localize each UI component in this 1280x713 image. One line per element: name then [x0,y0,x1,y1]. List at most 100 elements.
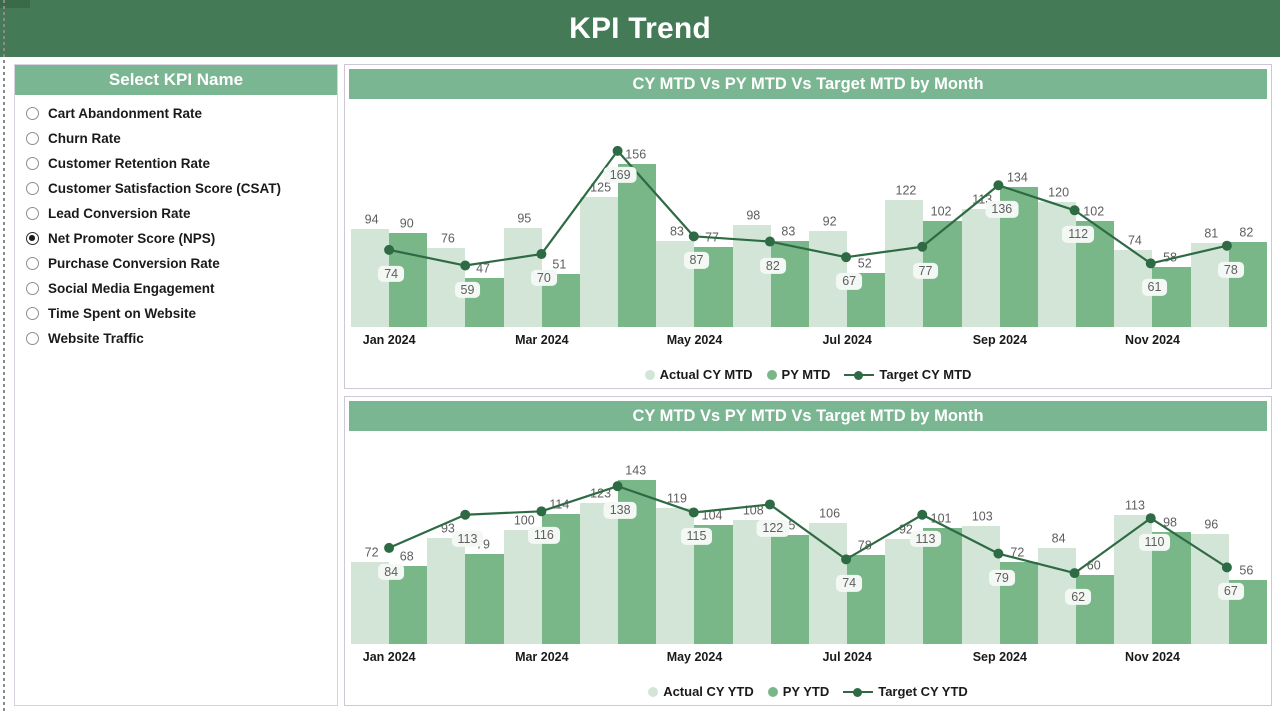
bar-label-actual: 72 [364,545,379,560]
bar-previous-year[interactable] [1076,575,1115,644]
legend-item[interactable]: PY YTD [767,684,829,699]
x-axis-tick-label: Jan 2024 [362,650,416,664]
chart-legend-ytd[interactable]: Actual CY YTD PY YTD Target CY YTD [345,684,1271,699]
target-label: 84 [378,563,405,581]
kpi-radio-item[interactable]: Website Traffic [15,326,337,351]
bar-actual[interactable] [1190,242,1229,327]
month-column[interactable] [732,431,809,644]
bar-previous-year[interactable] [770,240,809,327]
x-axis-tick-label: Jan 2024 [362,333,416,347]
kpi-radio-item[interactable]: Customer Satisfaction Score (CSAT) [15,176,337,201]
month-column[interactable] [656,99,733,327]
month-column[interactable] [580,431,657,644]
month-column[interactable] [351,431,428,644]
target-label: 113 [909,530,942,547]
kpi-radio-label: Social Media Engagement [48,281,215,296]
bar-previous-year[interactable] [1228,241,1267,327]
kpi-radio-item[interactable]: Purchase Conversion Rate [15,251,337,276]
kpi-radio-label: Lead Conversion Rate [48,206,191,221]
radio-unselected-icon[interactable] [26,257,39,270]
bar-actual[interactable] [732,224,771,327]
month-column[interactable] [809,99,886,327]
radio-unselected-icon[interactable] [26,157,39,170]
target-label: 115 [680,528,713,545]
kpi-radio-label: Net Promoter Score (NPS) [48,231,216,246]
bar-label-actual: 113 [1124,498,1145,513]
bar-previous-year[interactable] [1152,266,1191,327]
bar-label-actual: 120 [1048,185,1070,200]
x-axis-tick-label: Nov 2024 [1125,333,1180,347]
bar-previous-year[interactable] [847,554,886,644]
month-column[interactable] [1190,99,1267,327]
kpi-radio-item[interactable]: Time Spent on Website [15,301,337,326]
bar-previous-year[interactable] [465,553,504,644]
target-label: 67 [1217,583,1244,600]
radio-unselected-icon[interactable] [26,182,39,195]
x-axis-tick-label: Jul 2024 [822,333,872,347]
bar-label-actual: 95 [517,211,532,226]
bar-label-actual: 125 [590,180,612,195]
legend-item[interactable]: Target CY MTD [844,367,971,382]
target-label: 112 [1062,226,1095,243]
radio-unselected-icon[interactable] [26,332,39,345]
chart-title-mtd: CY MTD Vs PY MTD Vs Target MTD by Month [632,74,984,93]
x-axis-tick-label: Jul 2024 [822,650,872,664]
radio-unselected-icon[interactable] [26,107,39,120]
month-column[interactable] [351,99,428,327]
kpi-radio-item[interactable]: Customer Retention Rate [15,151,337,176]
kpi-radio-item[interactable]: Churn Rate [15,126,337,151]
radio-selected-icon[interactable] [26,232,39,245]
kpi-radio-label: Customer Retention Rate [48,156,211,171]
month-column[interactable] [961,431,1038,644]
legend-item[interactable]: PY MTD [766,367,830,382]
bar-previous-year[interactable] [770,535,809,644]
kpi-radio-group[interactable]: Cart Abandonment Rate Churn Rate Customer … [15,95,337,351]
month-column[interactable] [1190,431,1267,644]
target-label: 116 [527,527,560,544]
target-label: 74 [378,265,405,283]
bar-label-actual: 74 [1127,233,1142,248]
bar-actual[interactable] [580,503,619,644]
month-column[interactable] [732,99,809,327]
legend-item[interactable]: Target CY YTD [843,684,968,699]
radio-unselected-icon[interactable] [26,132,39,145]
month-column[interactable] [503,99,580,327]
kpi-radio-item[interactable]: Lead Conversion Rate [15,201,337,226]
bar-actual[interactable] [427,537,466,644]
kpi-radio-item[interactable]: Net Promoter Score (NPS) [15,226,337,251]
kpi-radio-label: Website Traffic [48,331,144,346]
bar-actual[interactable] [1038,201,1077,327]
chart-legend-mtd[interactable]: Actual CY MTD PY MTD Target CY MTD [345,367,1271,382]
bar-actual[interactable] [961,209,1000,327]
banner-corner-accent [0,0,30,8]
month-column[interactable] [1038,431,1115,644]
radio-unselected-icon[interactable] [26,307,39,320]
bar-actual[interactable] [885,538,924,644]
target-label: 110 [1138,534,1171,551]
bar-label-previous-year: 114 [549,497,570,512]
radio-unselected-icon[interactable] [26,282,39,295]
radio-unselected-icon[interactable] [26,207,39,220]
bar-label-actual: 96 [1204,517,1219,532]
page-title: KPI Trend [569,11,711,45]
month-column[interactable] [809,431,886,644]
month-column[interactable] [580,99,657,327]
plot-bars-ytd: 7268937910011412314311910410895106789210… [351,431,1267,644]
legend-item[interactable]: Actual CY YTD [648,684,754,699]
target-label: 70 [530,269,557,287]
x-axis-tick-label: Mar 2024 [515,333,569,347]
legend-item[interactable]: Actual CY MTD [644,367,753,382]
bar-label-actual: 84 [1051,531,1066,546]
kpi-radio-item[interactable]: Cart Abandonment Rate [15,101,337,126]
bar-actual[interactable] [732,520,771,644]
page-header-banner: KPI Trend [0,0,1280,57]
legend-label: Actual CY MTD [659,367,753,382]
bar-actual[interactable] [503,529,542,644]
bar-previous-year[interactable] [618,164,657,327]
bar-actual[interactable] [580,196,619,327]
x-axis-tick-label: May 2024 [666,333,723,347]
x-axis-tick-label: Mar 2024 [515,650,569,664]
kpi-radio-item[interactable]: Social Media Engagement [15,276,337,301]
bar-label-previous-year: 72 [1010,545,1025,560]
